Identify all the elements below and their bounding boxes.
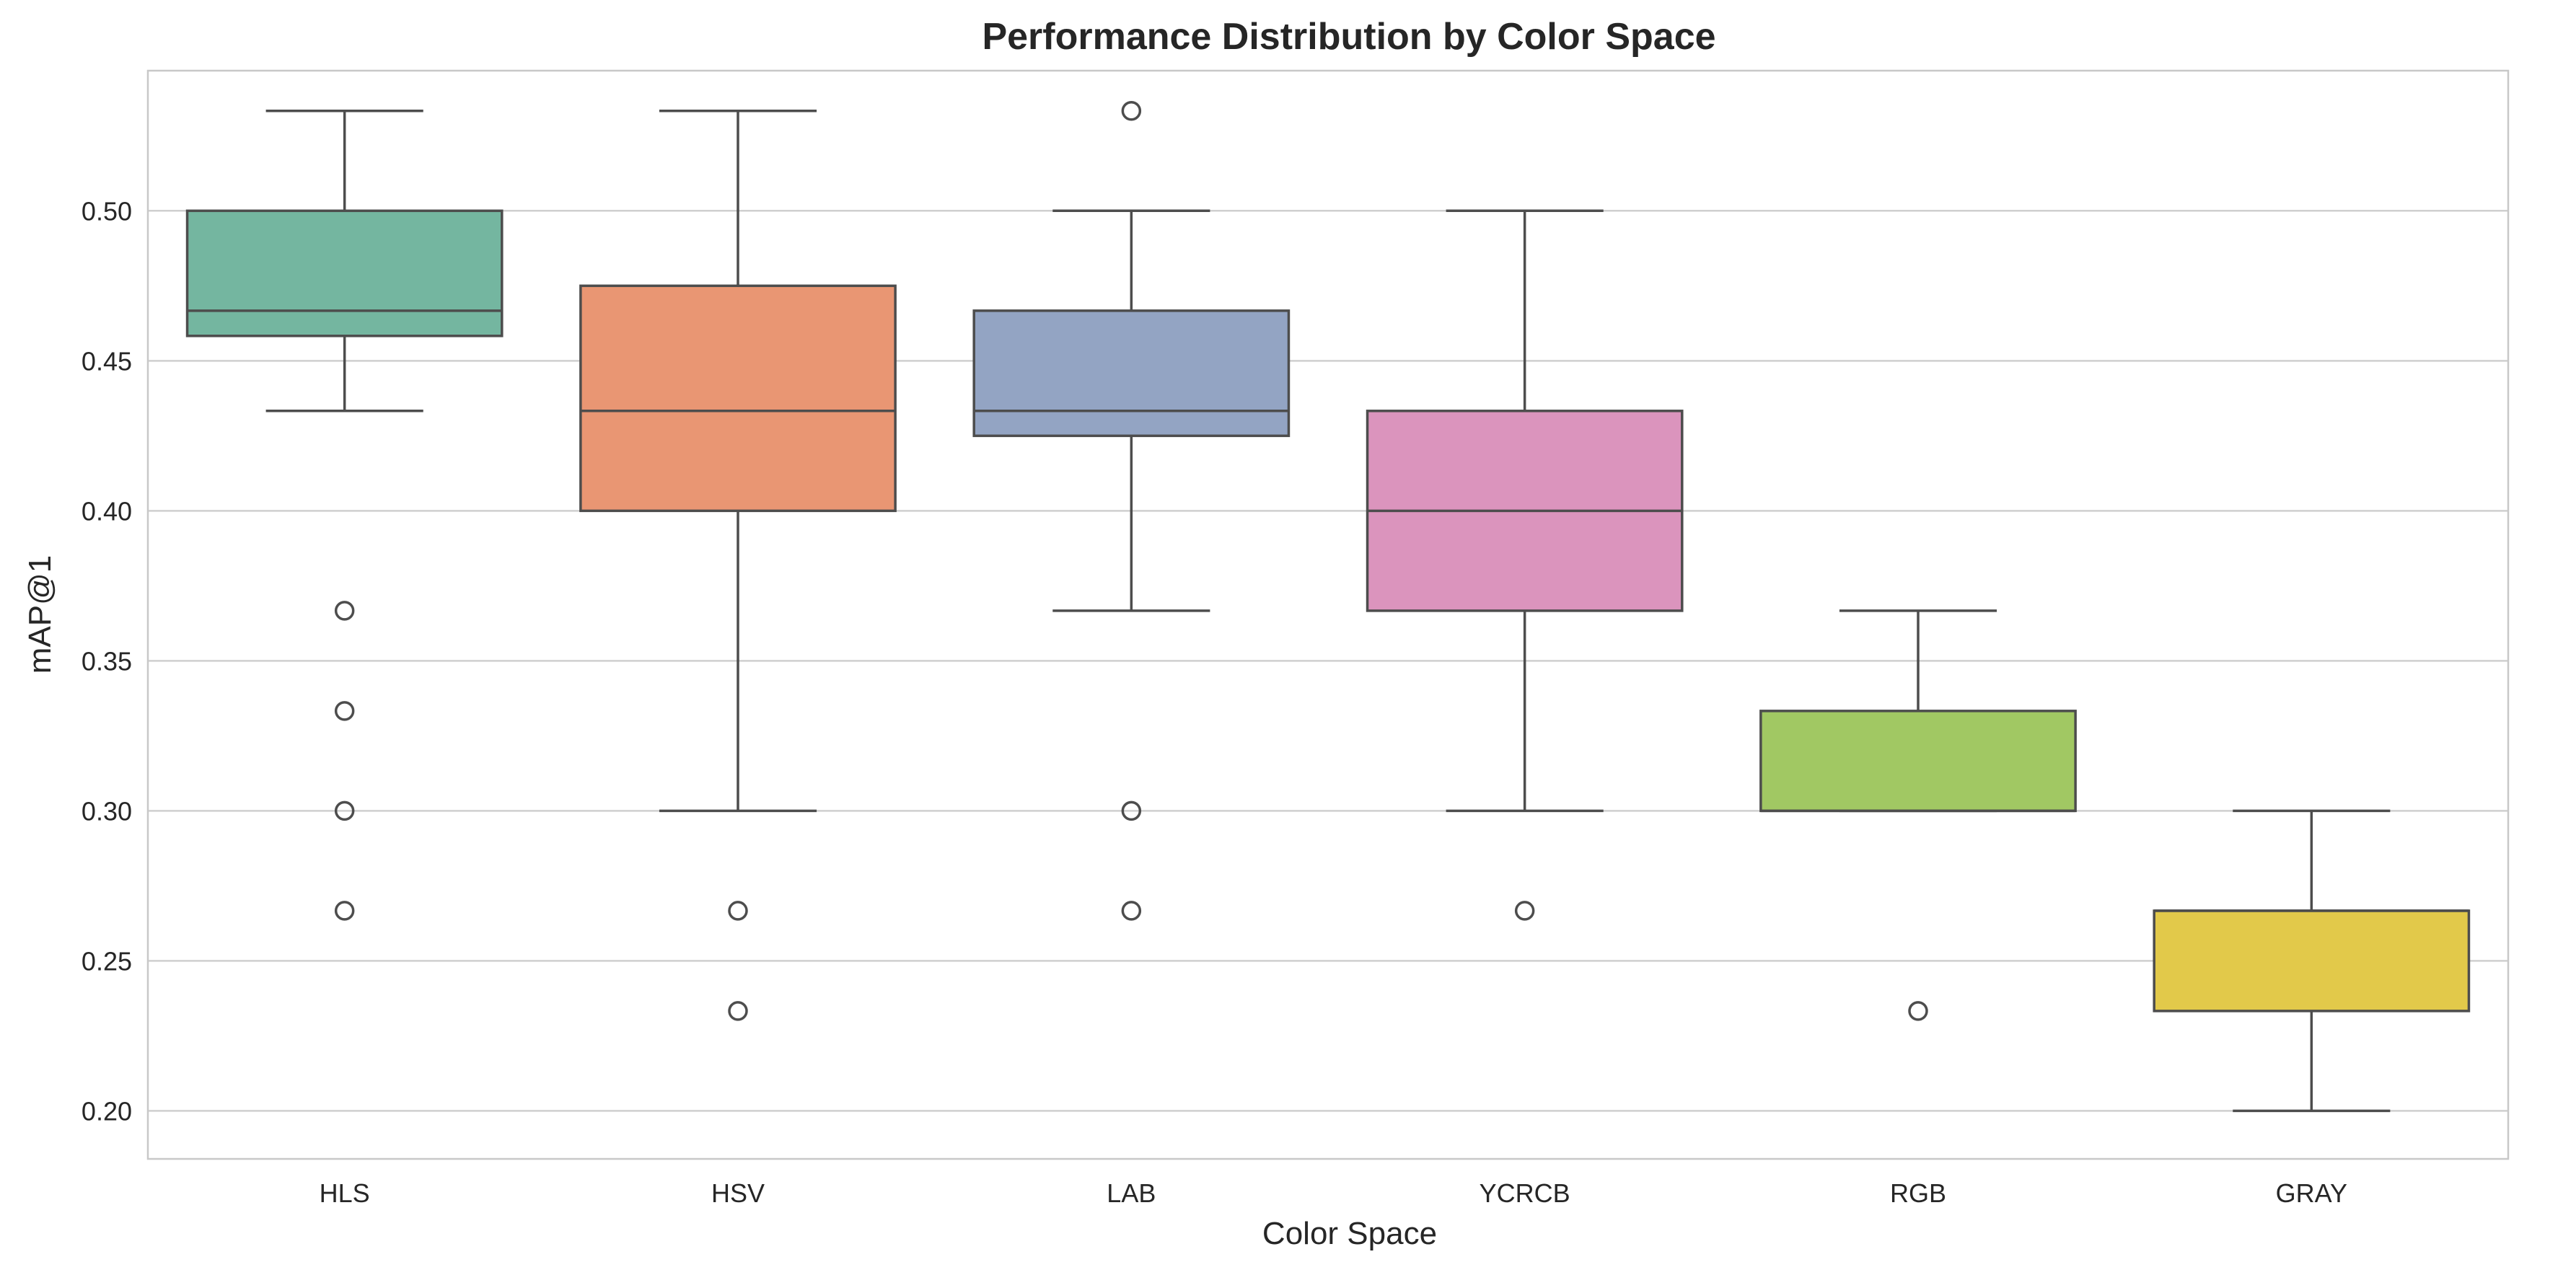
outlier-point (334, 800, 355, 821)
outlier-point (334, 901, 355, 921)
y-axis-ticks: 0.20 0.25 0.30 0.35 0.40 0.45 0.50 (82, 196, 132, 1126)
x-tick-label: HLS (320, 1178, 370, 1208)
outlier-point (1121, 101, 1142, 121)
iqr-box (579, 284, 897, 513)
x-tick-label: HSV (711, 1178, 765, 1208)
y-tick-label: 0.35 (82, 646, 132, 676)
outlier-point (728, 1001, 748, 1021)
y-tick-label: 0.45 (82, 346, 132, 376)
y-tick-label: 0.30 (82, 796, 132, 826)
y-tick-label: 0.50 (82, 196, 132, 226)
chart-title: Performance Distribution by Color Space (982, 16, 1715, 58)
x-axis-ticks: HLS HSV LAB YCRCB RGB GRAY (320, 1178, 2347, 1208)
box-gray (2153, 809, 2471, 1113)
outlier-point (334, 701, 355, 721)
outlier-point (728, 901, 748, 921)
iqr-box (972, 309, 1291, 438)
outlier-point (1908, 1001, 1928, 1021)
x-axis-label: Color Space (1262, 1216, 1437, 1251)
y-axis-label: mAP@1 (22, 555, 58, 674)
iqr-box (185, 209, 504, 338)
outlier-point (1121, 901, 1142, 921)
x-tick-label: RGB (1890, 1178, 1946, 1208)
y-tick-label: 0.25 (82, 946, 132, 976)
iqr-box (2153, 909, 2471, 1012)
x-tick-label: LAB (1107, 1178, 1156, 1208)
outlier-point (334, 601, 355, 621)
y-tick-label: 0.40 (82, 496, 132, 526)
plot-frame (146, 69, 2510, 1160)
outlier-point (1514, 901, 1535, 921)
x-tick-label: GRAY (2276, 1178, 2347, 1208)
box-hsv (579, 110, 897, 1021)
box-rgb (1759, 609, 2077, 1021)
x-tick-label: YCRCB (1480, 1178, 1570, 1208)
outlier-point (1121, 800, 1142, 821)
boxes (185, 101, 2471, 1113)
iqr-box (1759, 710, 2077, 813)
box-ycrcb (1366, 209, 1684, 921)
gridlines (148, 210, 2508, 1112)
y-tick-label: 0.20 (82, 1096, 132, 1126)
box-hls (185, 110, 504, 921)
box-lab (972, 101, 1291, 921)
